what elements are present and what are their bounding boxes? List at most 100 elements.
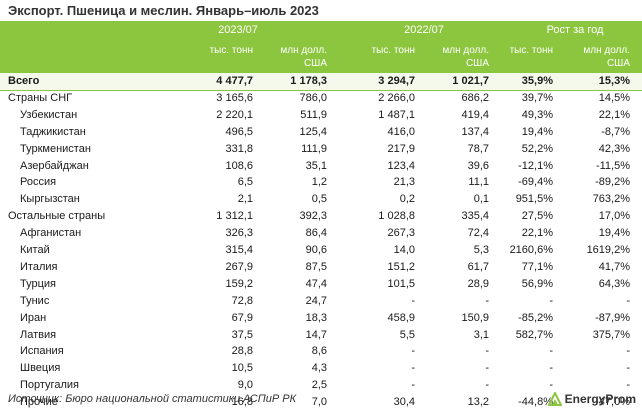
table-row: Страны СНГ 3 165,6 786,0 2 266,0 686,2 39,7% 1… — [0, 90, 642, 107]
table-cell: 331,8 — [225, 142, 253, 155]
table-cell: 267,9 — [225, 260, 253, 273]
table-cell: 19,4% — [598, 227, 630, 240]
table-cell: 22,1% — [598, 108, 630, 121]
table-cell: 458,9 — [387, 311, 415, 324]
table-cell: 2 220,1 — [216, 108, 253, 121]
table-row: Таджикистан 496,5 125,4 416,0 137,4 19,4% -8,7… — [0, 124, 642, 141]
table-cell: 47,4 — [305, 277, 327, 290]
row-label: Италия — [20, 260, 58, 273]
table-cell: 1,2 — [311, 176, 327, 189]
table-cell: 582,7% — [515, 328, 553, 341]
table-cell: 3 165,6 — [216, 91, 253, 104]
table-cell: 3,1 — [473, 328, 489, 341]
table-cell: 72,8 — [231, 294, 253, 307]
header-unit-usd-2: США — [465, 58, 489, 69]
row-label: Турция — [20, 277, 56, 290]
table-row: Россия 6,5 1,2 21,3 11,1 -69,4% -89,2% — [0, 174, 642, 191]
table-cell: - — [485, 345, 489, 358]
table-row: Китай 315,4 90,6 14,0 5,3 2160,6% 1619,2% — [0, 242, 642, 259]
table-cell: 67,9 — [231, 311, 253, 324]
table-cell: 1619,2% — [586, 244, 630, 256]
table-title: Экспорт. Пшеница и меслин. Январь–июль 2… — [8, 3, 319, 18]
row-label: Китай — [20, 244, 50, 256]
header-year-2023: 2023/07 — [218, 24, 258, 36]
table-cell: 1 312,1 — [216, 210, 253, 223]
table-cell: 77,1% — [521, 260, 553, 273]
table-cell: - — [411, 379, 415, 392]
table-cell: -8,7% — [601, 125, 630, 138]
table-cell: 24,7 — [305, 294, 327, 307]
row-label: Кыргызстан — [20, 193, 80, 206]
table-cell: 392,3 — [299, 210, 327, 223]
table-cell: 86,4 — [305, 227, 327, 240]
table-cell: 101,5 — [387, 277, 415, 290]
table-cell: 90,6 — [305, 244, 327, 256]
header-unit-tons: тыс. тонн — [371, 45, 415, 56]
table-cell: 496,5 — [225, 125, 253, 138]
table-cell: 87,5 — [305, 260, 327, 273]
source-note: Источник: Бюро национальной статистики А… — [8, 393, 297, 405]
row-label: Прочие — [20, 396, 58, 409]
table-cell: 14,5% — [598, 91, 630, 104]
header-unit-usd: млн долл. — [442, 45, 489, 56]
header-growth: Рост за год — [546, 24, 604, 36]
table-row: Афганистан 326,3 86,4 267,3 72,4 22,1% 19,4% — [0, 225, 642, 242]
table-cell: 1 021,7 — [452, 75, 489, 87]
row-label: Афганистан — [20, 227, 82, 240]
table-cell: 217,9 — [387, 142, 415, 155]
table-cell: 15,3% — [598, 75, 630, 87]
row-label: Азербайджан — [20, 159, 89, 172]
header-unit-usd: млн долл. — [280, 45, 327, 56]
table-cell: 1 487,1 — [378, 108, 415, 121]
header-unit-tons: тыс. тонн — [209, 45, 253, 56]
table-cell: 786,0 — [299, 91, 327, 104]
table-cell: 21,3 — [393, 176, 415, 189]
table-cell: -47,0% — [595, 396, 630, 409]
table-cell: 315,4 — [225, 244, 253, 256]
row-label: Тунис — [20, 294, 50, 307]
table-cell: 42,3% — [598, 142, 630, 155]
table-row: Туркменистан 331,8 111,9 217,9 78,7 52,2% 42,3… — [0, 141, 642, 158]
row-label: Таджикистан — [20, 125, 86, 138]
table-cell: 3 294,7 — [378, 75, 415, 87]
header-unit-usd: млн долл. — [583, 45, 630, 56]
table-cell: - — [549, 294, 553, 307]
table-row: Турция 159,2 47,4 101,5 28,9 56,9% 64,3% — [0, 276, 642, 293]
table-cell: 7,0 — [311, 396, 327, 409]
table-cell: -87,9% — [595, 311, 630, 324]
table-cell: -69,4% — [518, 176, 553, 189]
table-cell: 4,3 — [311, 362, 327, 375]
table-cell: 0,1 — [473, 193, 489, 206]
table-cell: - — [626, 379, 630, 392]
table-cell: 0,5 — [311, 193, 327, 206]
table-cell: - — [626, 345, 630, 358]
table-cell: -89,2% — [595, 176, 630, 189]
table-cell: 375,7% — [592, 328, 630, 341]
table-cell: 5,3 — [473, 244, 489, 256]
header-year-2022: 2022/07 — [404, 24, 444, 36]
table-cell: - — [411, 345, 415, 358]
row-label: Всего — [8, 75, 40, 87]
table-cell: 4 477,7 — [216, 75, 253, 87]
row-label: Испания — [20, 345, 64, 358]
row-label: Латвия — [20, 328, 57, 341]
table-cell: - — [549, 379, 553, 392]
table-cell: 78,7 — [467, 142, 489, 155]
row-label: Туркменистан — [20, 142, 91, 155]
table-cell: 150,9 — [461, 311, 489, 324]
table-cell: - — [549, 362, 553, 375]
table-cell: 8,6 — [311, 345, 327, 358]
table-cell: 267,3 — [387, 227, 415, 240]
table-cell: 2,5 — [311, 379, 327, 392]
table-cell: 41,7% — [598, 260, 630, 273]
row-label: Страны СНГ — [8, 91, 73, 104]
table-cell: -11,5% — [595, 159, 630, 172]
table-cell: - — [626, 362, 630, 375]
table-row: Всего 4 477,7 1 178,3 3 294,7 1 021,7 35,9% 15… — [0, 73, 642, 91]
table-cell: - — [411, 294, 415, 307]
row-label: Узбекистан — [20, 108, 78, 121]
table-cell: 27,5% — [521, 210, 553, 223]
table-cell: 39,7% — [521, 91, 553, 104]
table-cell: 951,5% — [515, 193, 553, 206]
table-cell: 64,3% — [598, 277, 630, 290]
